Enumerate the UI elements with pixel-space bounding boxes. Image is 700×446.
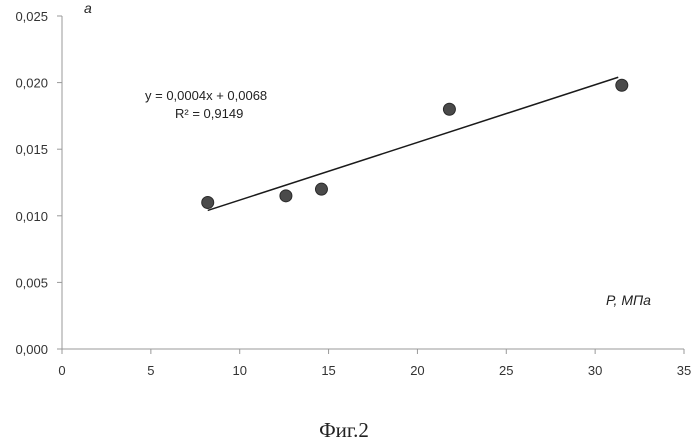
figure-caption: Фиг.2 — [319, 418, 369, 442]
x-tick-label: 0 — [58, 363, 65, 378]
data-point — [280, 190, 292, 202]
x-tick-label: 30 — [588, 363, 602, 378]
y-tick-label: 0,020 — [15, 76, 48, 91]
x-tick-label: 5 — [147, 363, 154, 378]
x-tick-label: 20 — [410, 363, 424, 378]
y-tick-label: 0,015 — [15, 142, 48, 157]
trendline-equation: y = 0,0004x + 0,0068 — [145, 88, 267, 103]
x-tick-label: 10 — [232, 363, 246, 378]
y-tick-label: 0,025 — [15, 9, 48, 24]
x-tick-label: 35 — [677, 363, 691, 378]
y-tick-label: 0,005 — [15, 275, 48, 290]
y-tick-label: 0,000 — [15, 342, 48, 357]
trendline-r-squared: R² = 0,9149 — [175, 106, 243, 121]
x-axis-label: P, МПа — [606, 292, 651, 308]
y-axis-ticks: 0,000 0,005 0,010 0,015 0,020 0,025 — [15, 9, 62, 357]
data-point — [443, 103, 455, 115]
y-tick-label: 0,010 — [15, 209, 48, 224]
trend-line — [208, 77, 619, 210]
x-axis-ticks: 0 5 10 15 20 25 30 35 — [58, 349, 691, 378]
x-tick-label: 25 — [499, 363, 513, 378]
data-point — [315, 183, 327, 195]
data-point — [616, 79, 628, 91]
data-point — [202, 196, 214, 208]
y-axis-label: a — [84, 0, 92, 16]
x-tick-label: 15 — [321, 363, 335, 378]
